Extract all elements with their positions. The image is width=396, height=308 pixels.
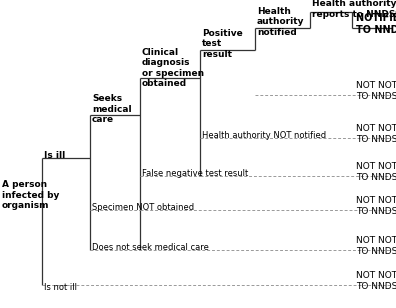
Text: Health authority
reports to NNDSS: Health authority reports to NNDSS [312,0,396,19]
Text: Is not ill: Is not ill [44,282,77,291]
Text: A person
infected by
organism: A person infected by organism [2,180,59,210]
Text: NOT NOTIFIED
TO NNDSS: NOT NOTIFIED TO NNDSS [356,196,396,216]
Text: NOT NOTIFIED
TO NNDSS: NOT NOTIFIED TO NNDSS [356,162,396,182]
Text: NOT NOTIFIED
TO NNDSS: NOT NOTIFIED TO NNDSS [356,124,396,144]
Text: Is ill: Is ill [44,152,65,160]
Text: False negative test result: False negative test result [142,169,248,179]
Text: NOT NOTIFIED
TO NNDSS: NOT NOTIFIED TO NNDSS [356,271,396,291]
Text: NOTIFIED TO
TO NNDSS: NOTIFIED TO TO NNDSS [356,13,396,35]
Text: Specimen NOT obtained: Specimen NOT obtained [92,204,194,213]
Text: NOT NOTIFIED
TO NNDSS: NOT NOTIFIED TO NNDSS [356,236,396,256]
Text: Does not seek medical care: Does not seek medical care [92,244,209,253]
Text: NOT NOTIFIED
TO NNDSS: NOT NOTIFIED TO NNDSS [356,81,396,101]
Text: Clinical
diagnosis
or specimen
obtained: Clinical diagnosis or specimen obtained [142,48,204,88]
Text: Health authority NOT notified: Health authority NOT notified [202,132,326,140]
Text: Health
authority
notified: Health authority notified [257,7,305,37]
Text: Positive
test
result: Positive test result [202,29,243,59]
Text: Seeks
medical
care: Seeks medical care [92,94,131,124]
